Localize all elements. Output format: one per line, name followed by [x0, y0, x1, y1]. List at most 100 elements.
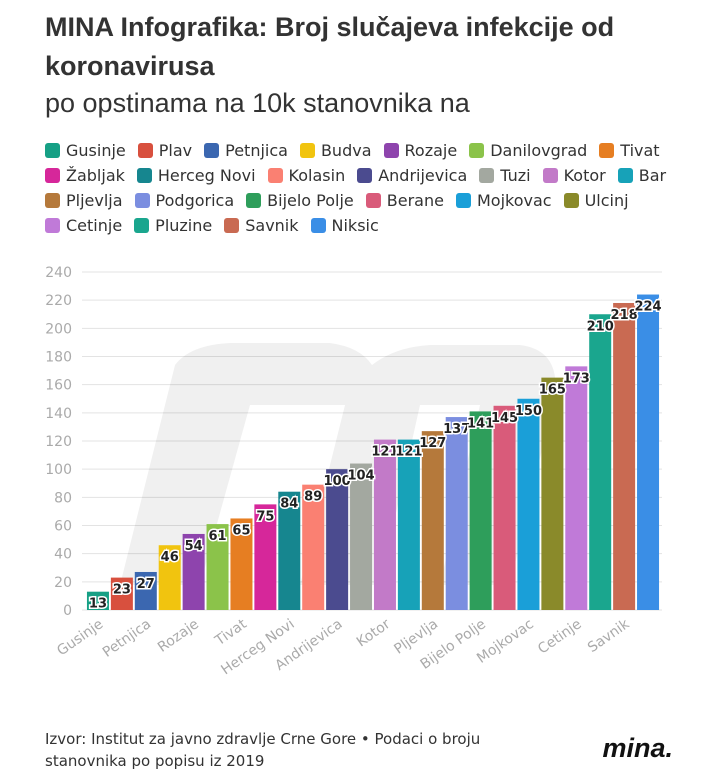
bar-gusinje [86, 591, 109, 610]
legend-item-andrijevica[interactable]: Andrijevica [357, 166, 467, 185]
legend-swatch [357, 168, 373, 183]
data-label: 100 [324, 474, 351, 489]
y-tick-label: 140 [45, 406, 72, 422]
legend-swatch [310, 218, 326, 233]
data-label: 54 [185, 539, 203, 554]
legend-label: Pluzine [155, 216, 213, 235]
legend-item-tuzi[interactable]: Tuzi [479, 166, 531, 185]
legend-item-danilovgrad[interactable]: Danilovgrad [469, 141, 587, 160]
legend-label: Andrijevica [378, 166, 468, 185]
bar-berane [493, 405, 516, 610]
data-label: 13 [89, 597, 107, 612]
legend-swatch [479, 168, 495, 183]
bar-mojkovac [517, 398, 540, 610]
legend-swatch [137, 143, 153, 158]
legend-item-budva[interactable]: Budva [299, 141, 372, 160]
data-label: 61 [208, 529, 226, 544]
legend-label: Žabljak [66, 166, 125, 185]
bar-niksic [637, 294, 660, 610]
bar-podgorica [445, 417, 468, 610]
legend-label: Herceg Novi [157, 166, 256, 185]
data-label: 173 [563, 371, 590, 386]
data-label: 104 [347, 469, 374, 484]
legend-label: Bar [638, 166, 667, 185]
y-tick-label: 60 [54, 519, 72, 535]
legend-item-bijelo-polje[interactable]: Bijelo Polje [246, 191, 354, 210]
data-label: 165 [539, 383, 566, 398]
legend-label: Rozaje [404, 141, 458, 160]
x-tick-label: Kotor [354, 616, 394, 650]
bar-rozaje [182, 533, 205, 610]
legend-item-kolasin[interactable]: Kolasin [267, 166, 346, 185]
legend-row: Žabljak Herceg Novi Kolasin Andrijevica Tuzi… [45, 166, 705, 191]
bar-pljevlja [421, 431, 444, 610]
legend-item-zabljak[interactable]: Žabljak [45, 166, 125, 185]
y-tick-label: 100 [45, 462, 72, 478]
bar-tivat [230, 518, 253, 610]
bar-plav [110, 577, 133, 610]
y-tick-label: 0 [63, 603, 72, 619]
y-tick-label: 240 [45, 265, 72, 281]
data-label: 121 [371, 445, 398, 460]
legend-item-berane[interactable]: Berane [365, 191, 444, 210]
watermark-logo [120, 343, 556, 585]
legend-item-niksic[interactable]: Niksic [310, 216, 379, 235]
legend-item-bar[interactable]: Bar [617, 166, 667, 185]
legend-swatch [542, 168, 558, 183]
legend-item-pluzine[interactable]: Pluzine [134, 216, 212, 235]
data-label: 65 [232, 523, 250, 538]
legend-label: Ulcinj [584, 191, 629, 210]
legend-label: Petnjica [225, 141, 288, 160]
legend-label: Cetinje [66, 216, 123, 235]
x-tick-label: Tivat [212, 616, 251, 650]
data-label: 89 [304, 490, 322, 505]
bar-chart: 0 20 40 60 80 100 120 140 160 180 200 220 240 13 23 27 4… [45, 265, 663, 678]
legend-label: Pljevlja [66, 191, 123, 210]
legend-swatch [45, 193, 60, 208]
legend-label: Tuzi [500, 166, 531, 185]
data-label: 141 [467, 416, 494, 431]
legend-label: Danilovgrad [490, 141, 588, 160]
legend-item-herceg-novi[interactable]: Herceg Novi [136, 166, 256, 185]
legend-item-gusinje[interactable]: Gusinje [45, 141, 126, 160]
legend-item-rozaje[interactable]: Rozaje [383, 141, 458, 160]
data-label: 127 [419, 436, 446, 451]
legend-item-petnjica[interactable]: Petnjica [204, 141, 288, 160]
legend-swatch [299, 143, 315, 158]
legend-swatch [365, 193, 381, 208]
legend-label: Niksic [331, 216, 379, 235]
bar-savnik [613, 302, 636, 610]
legend-swatch [134, 193, 150, 208]
legend-label: Berane [386, 191, 444, 210]
legend-item-savnik[interactable]: Savnik [224, 216, 299, 235]
bar-pluzine [589, 314, 612, 610]
data-label: 121 [395, 445, 422, 460]
legend-swatch [45, 218, 60, 233]
bar-budva [158, 545, 181, 610]
legend-item-plav[interactable]: Plav [137, 141, 192, 160]
chart-subtitle: po opstinama na 10k stanovnika na [45, 88, 470, 118]
bar-herceg-novi [278, 491, 301, 610]
legend-item-pljevlja[interactable]: Pljevlja [45, 191, 123, 210]
legend: Gusinje Plav Petnjica Budva Rozaje Danilovgra… [45, 141, 705, 241]
legend-label: Kotor [563, 166, 606, 185]
y-tick-label: 180 [45, 350, 72, 366]
legend-label: Kolasin [288, 166, 346, 185]
legend-item-mojkovac[interactable]: Mojkovac [455, 191, 552, 210]
chart-title: MINA Infografika: Broj slučajeva infekci… [45, 12, 615, 81]
legend-item-tivat[interactable]: Tivat [599, 141, 660, 160]
legend-swatch [246, 193, 262, 208]
legend-swatch [599, 143, 615, 158]
x-tick-label: Gusinje [54, 616, 106, 659]
bar-kolasin [302, 484, 325, 610]
y-tick-label: 80 [54, 490, 72, 506]
bar-tuzi [350, 463, 373, 610]
legend-item-kotor[interactable]: Kotor [542, 166, 606, 185]
data-label: 150 [515, 404, 542, 419]
legend-item-cetinje[interactable]: Cetinje [45, 216, 122, 235]
legend-item-podgorica[interactable]: Podgorica [134, 191, 234, 210]
x-tick-label: Cetinje [535, 616, 584, 657]
legend-label: Budva [320, 141, 372, 160]
legend-item-ulcinj[interactable]: Ulcinj [563, 191, 629, 210]
legend-label: Savnik [245, 216, 299, 235]
